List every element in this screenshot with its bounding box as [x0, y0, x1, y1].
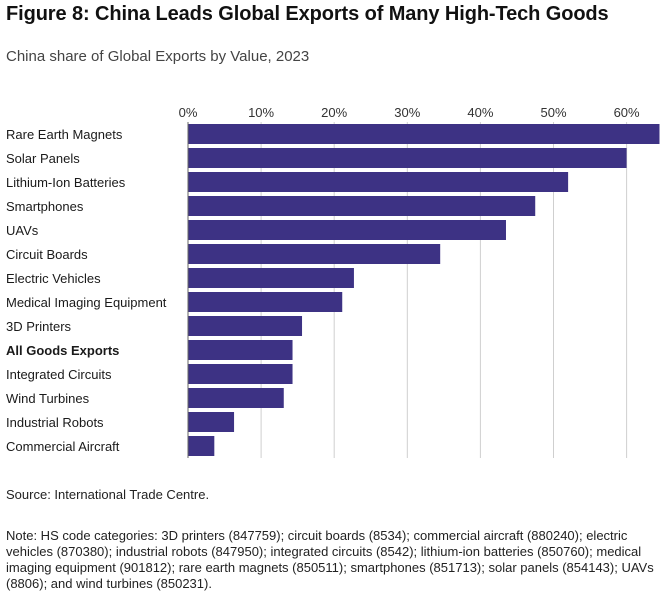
bar: [188, 316, 303, 336]
bar: [188, 244, 441, 264]
bar: [188, 268, 354, 288]
source-text: Source: International Trade Centre.: [6, 487, 210, 502]
x-tick-label: 40%: [467, 105, 493, 120]
bar: [188, 220, 506, 240]
x-tick-label: 50%: [540, 105, 566, 120]
bar: [188, 172, 569, 192]
chart-subtitle: China share of Global Exports by Value, …: [6, 48, 310, 65]
note-text: Note: HS code categories: 3D printers (8…: [6, 528, 654, 591]
category-label: Integrated Circuits: [6, 367, 112, 382]
x-tick-label: 20%: [321, 105, 347, 120]
category-label: Wind Turbines: [6, 391, 90, 406]
category-label: UAVs: [6, 223, 39, 238]
category-label: Medical Imaging Equipment: [6, 295, 167, 310]
bar: [188, 340, 293, 360]
bar: [188, 436, 215, 456]
category-label: All Goods Exports: [6, 343, 119, 358]
category-label: Circuit Boards: [6, 247, 88, 262]
category-label: Rare Earth Magnets: [6, 127, 123, 142]
category-label: Commercial Aircraft: [6, 439, 120, 454]
bar-chart: 0% 10% 20% 30% 40% 50% 60% Rare Earth Magnets So…: [6, 105, 660, 458]
category-label: Smartphones: [6, 199, 84, 214]
bar: [188, 148, 627, 168]
bar: [188, 364, 293, 384]
x-tick-label: 0%: [179, 105, 198, 120]
bar: [188, 292, 343, 312]
category-label: Lithium-Ion Batteries: [6, 175, 126, 190]
bar: [188, 196, 536, 216]
category-label: Industrial Robots: [6, 415, 104, 430]
x-tick-label: 60%: [614, 105, 640, 120]
bar: [188, 412, 235, 432]
bar: [188, 388, 284, 408]
category-label: Electric Vehicles: [6, 271, 101, 286]
chart-title: Figure 8: China Leads Global Exports of …: [6, 3, 609, 25]
x-tick-label: 10%: [248, 105, 274, 120]
x-tick-label: 30%: [394, 105, 420, 120]
category-label: Solar Panels: [6, 151, 80, 166]
bar: [188, 124, 660, 144]
category-label: 3D Printers: [6, 319, 72, 334]
